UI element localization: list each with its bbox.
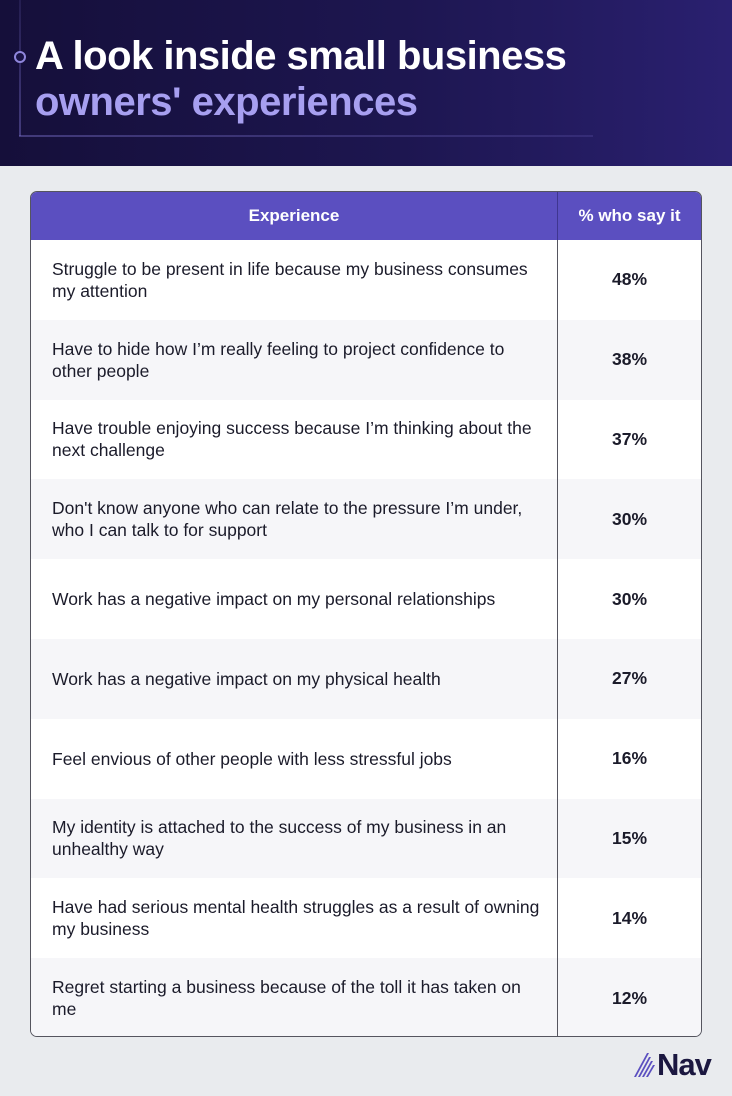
table-row: Regret starting a business because of th…: [31, 958, 701, 1036]
table-row: Don't know anyone who can relate to the …: [31, 479, 701, 560]
percent-cell: 12%: [611, 987, 648, 1008]
table-header: Experience % who say it: [31, 192, 701, 240]
experience-cell: Have had serious mental health struggles…: [31, 878, 558, 959]
table-row: Have had serious mental health struggles…: [31, 878, 701, 959]
percent-cell: 14%: [611, 907, 648, 928]
percent-cell: 30%: [611, 508, 648, 529]
percent-cell: 15%: [611, 827, 648, 848]
table-row: Have trouble enjoying success because I’…: [31, 399, 701, 480]
experience-table: Experience % who say it Struggle to be p…: [30, 191, 702, 1037]
experience-cell: Don't know anyone who can relate to the …: [31, 479, 558, 560]
table-body: Struggle to be present in life because m…: [31, 240, 701, 1036]
table-row: My identity is attached to the success o…: [31, 798, 701, 879]
decorative-horizontal-line: [19, 135, 593, 137]
experience-cell: Have to hide how I’m really feeling to p…: [31, 319, 558, 400]
table-row: Struggle to be present in life because m…: [31, 240, 701, 320]
decorative-vertical-line: [19, 0, 21, 136]
experience-cell: Struggle to be present in life because m…: [31, 240, 558, 320]
percent-cell: 37%: [611, 428, 648, 449]
column-header-percent: % who say it: [578, 206, 681, 225]
nav-logo-text: Nav: [657, 1047, 712, 1082]
percent-cell: 16%: [611, 748, 648, 769]
header-banner: A look inside small business owners' exp…: [0, 0, 732, 166]
decorative-dot-icon: [14, 51, 26, 63]
table-row: Feel envious of other people with less s…: [31, 718, 701, 799]
experience-cell: My identity is attached to the success o…: [31, 798, 558, 879]
experience-cell: Work has a negative impact on my persona…: [31, 559, 558, 639]
experience-cell: Feel envious of other people with less s…: [31, 718, 558, 799]
percent-cell: 30%: [611, 588, 648, 609]
experience-cell: Have trouble enjoying success because I’…: [31, 399, 558, 480]
table-row: Work has a negative impact on my physica…: [31, 638, 701, 719]
nav-logo-icon: [634, 1053, 655, 1077]
nav-logo: Nav: [634, 1047, 712, 1082]
percent-cell: 27%: [611, 668, 648, 689]
table-row: Have to hide how I’m really feeling to p…: [31, 319, 701, 400]
column-header-experience: Experience: [31, 192, 558, 240]
page-title-line-2: owners' experiences: [35, 80, 418, 124]
page-title-line-1: A look inside small business: [35, 34, 567, 78]
percent-cell: 38%: [611, 349, 648, 370]
percent-cell: 48%: [611, 269, 648, 290]
table-row: Work has a negative impact on my persona…: [31, 559, 701, 639]
experience-cell: Work has a negative impact on my physica…: [31, 638, 558, 719]
experience-cell: Regret starting a business because of th…: [31, 958, 558, 1036]
